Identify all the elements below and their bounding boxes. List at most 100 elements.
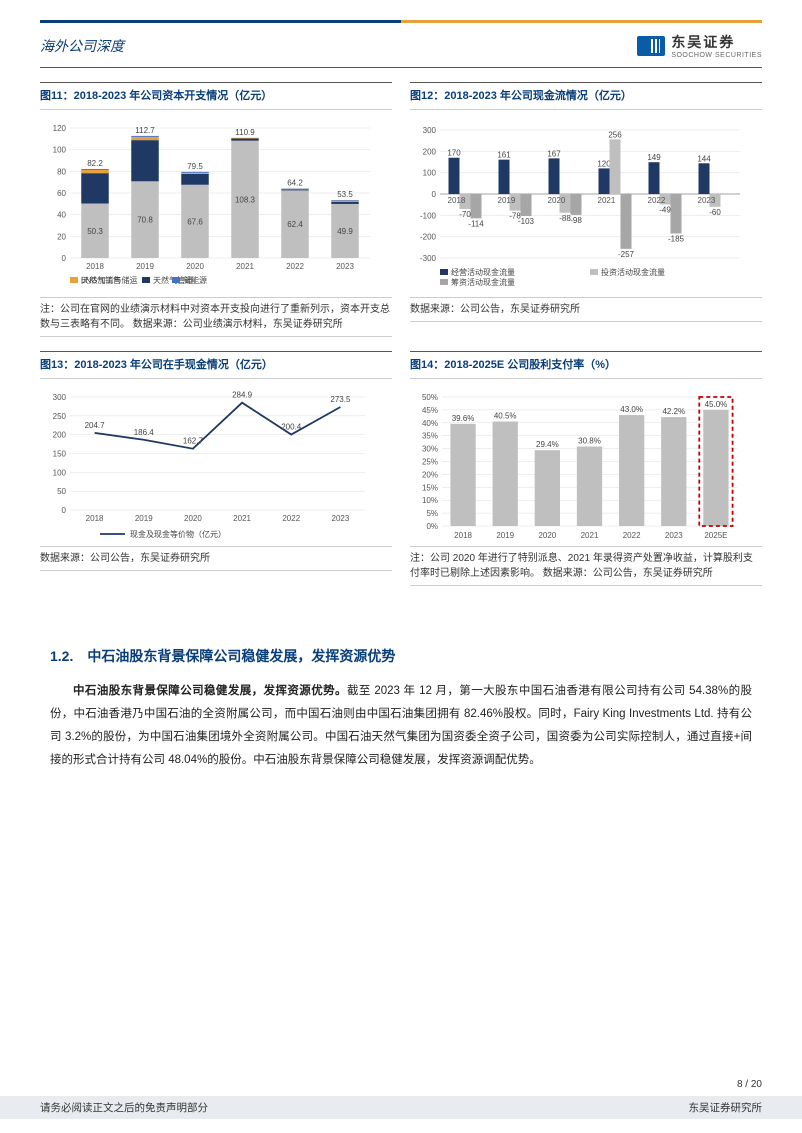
svg-text:50.3: 50.3	[87, 227, 103, 236]
svg-text:2018: 2018	[454, 531, 472, 540]
svg-text:筹资活动现金流量: 筹资活动现金流量	[451, 277, 515, 287]
svg-text:30.8%: 30.8%	[578, 437, 601, 446]
svg-text:100: 100	[53, 468, 67, 477]
chart-12-title: 图12：2018-2023 年公司现金流情况（亿元）	[410, 82, 762, 110]
svg-text:2020: 2020	[538, 531, 556, 540]
svg-text:300: 300	[423, 126, 437, 135]
svg-text:2023: 2023	[665, 531, 683, 540]
svg-text:45.0%: 45.0%	[705, 400, 728, 409]
svg-text:200: 200	[53, 431, 67, 440]
chart-11-note: 注：公司在官网的业绩演示材料中对资本开支投向进行了重新列示，资本开支总数与三表略…	[40, 297, 392, 337]
footer-institute: 东吴证券研究所	[689, 1100, 763, 1115]
svg-text:2023: 2023	[332, 514, 350, 523]
svg-text:161: 161	[497, 151, 511, 160]
svg-text:经营活动现金流量: 经营活动现金流量	[451, 267, 515, 277]
svg-text:2020: 2020	[184, 514, 202, 523]
brand-logo: 东吴证券 SOOCHOW SECURITIES	[637, 32, 762, 59]
svg-text:2018: 2018	[86, 262, 104, 271]
svg-text:-70: -70	[459, 210, 471, 219]
chart-12-block: 图12：2018-2023 年公司现金流情况（亿元） -300-200-1000…	[410, 82, 762, 337]
svg-text:100: 100	[53, 146, 67, 155]
svg-text:42.2%: 42.2%	[662, 407, 685, 416]
svg-text:-300: -300	[420, 254, 437, 263]
page-footer: 8 / 20 请务必阅读正文之后的免责声明部分 东吴证券研究所	[0, 1079, 802, 1119]
svg-text:-114: -114	[468, 219, 484, 228]
svg-text:284.9: 284.9	[232, 391, 253, 400]
svg-text:15%: 15%	[422, 483, 438, 492]
svg-text:LNG加工与储运: LNG加工与储运	[81, 275, 137, 285]
svg-text:200: 200	[423, 147, 437, 156]
svg-text:25%: 25%	[422, 458, 438, 467]
svg-text:20%: 20%	[422, 470, 438, 479]
svg-text:100: 100	[423, 169, 437, 178]
chart-11-block: 图11：2018-2023 年公司资本开支情况（亿元） 020406080100…	[40, 82, 392, 337]
svg-text:186.4: 186.4	[134, 428, 155, 437]
svg-text:120: 120	[53, 124, 67, 133]
svg-text:-103: -103	[518, 217, 535, 226]
svg-text:170: 170	[447, 149, 461, 158]
svg-text:-60: -60	[709, 208, 721, 217]
chart-13-block: 图13：2018-2023 年公司在手现金情况（亿元） 050100150200…	[40, 351, 392, 586]
svg-text:79.5: 79.5	[187, 162, 203, 171]
svg-text:2021: 2021	[581, 531, 599, 540]
svg-text:0: 0	[62, 506, 67, 515]
chart-14-block: 图14：2018-2025E 公司股利支付率（%） 0% 5% 10% 15% 20% 2…	[410, 351, 762, 586]
svg-text:250: 250	[53, 412, 67, 421]
svg-text:新能源: 新能源	[183, 275, 207, 285]
svg-text:5%: 5%	[426, 509, 438, 518]
svg-text:2022: 2022	[623, 531, 641, 540]
section-1-2: 1.2. 中石油股东背景保障公司稳健发展，发挥资源优势 中石油股东背景保障公司稳…	[40, 646, 762, 772]
charts-grid: 图11：2018-2023 年公司资本开支情况（亿元） 020406080100…	[40, 82, 762, 586]
svg-text:2023: 2023	[698, 196, 716, 205]
svg-text:-200: -200	[420, 233, 437, 242]
svg-text:70.8: 70.8	[137, 216, 153, 225]
svg-text:40.5%: 40.5%	[494, 412, 517, 421]
svg-text:43.0%: 43.0%	[620, 405, 643, 414]
footer-disclaimer: 请务必阅读正文之后的免责声明部分	[40, 1100, 208, 1115]
svg-text:2020: 2020	[186, 262, 204, 271]
svg-text:45%: 45%	[422, 406, 438, 415]
svg-text:162.7: 162.7	[183, 437, 204, 446]
svg-text:80: 80	[57, 167, 66, 176]
svg-text:273.5: 273.5	[330, 395, 351, 404]
svg-text:204.7: 204.7	[85, 421, 106, 430]
svg-text:149: 149	[647, 153, 661, 162]
svg-text:50: 50	[57, 487, 66, 496]
svg-text:-257: -257	[618, 250, 635, 259]
svg-text:40%: 40%	[422, 419, 438, 428]
svg-text:2022: 2022	[286, 262, 304, 271]
svg-text:64.2: 64.2	[287, 178, 303, 187]
logo-text-en: SOOCHOW SECURITIES	[671, 52, 762, 59]
svg-text:167: 167	[547, 149, 561, 158]
svg-text:49.9: 49.9	[337, 227, 353, 236]
svg-text:-100: -100	[420, 211, 437, 220]
svg-text:2019: 2019	[496, 531, 514, 540]
svg-text:50%: 50%	[422, 393, 438, 402]
svg-text:144: 144	[697, 154, 711, 163]
page-header: 海外公司深度 东吴证券 SOOCHOW SECURITIES	[40, 20, 762, 68]
svg-text:0%: 0%	[426, 522, 438, 531]
svg-text:30%: 30%	[422, 445, 438, 454]
svg-text:2021: 2021	[598, 196, 616, 205]
chart-11-title: 图11：2018-2023 年公司资本开支情况（亿元）	[40, 82, 392, 110]
svg-text:10%: 10%	[422, 496, 438, 505]
svg-text:0: 0	[62, 254, 67, 263]
chart-12-note: 数据来源：公司公告，东吴证券研究所	[410, 297, 762, 322]
svg-text:2019: 2019	[498, 196, 516, 205]
svg-text:投资活动现金流量: 投资活动现金流量	[601, 267, 665, 277]
svg-text:-185: -185	[668, 234, 685, 243]
svg-text:2022: 2022	[282, 514, 300, 523]
chart-14-title: 图14：2018-2025E 公司股利支付率（%）	[410, 351, 762, 379]
svg-text:120: 120	[597, 159, 611, 168]
svg-text:39.6%: 39.6%	[452, 414, 475, 423]
svg-text:200.4: 200.4	[281, 423, 302, 432]
svg-text:2020: 2020	[548, 196, 566, 205]
svg-text:82.2: 82.2	[87, 159, 103, 168]
page-number: 8 / 20	[0, 1079, 802, 1096]
svg-text:20: 20	[57, 232, 66, 241]
svg-text:29.4%: 29.4%	[536, 440, 559, 449]
chart-13-note: 数据来源：公司公告，东吴证券研究所	[40, 546, 392, 571]
svg-text:60: 60	[57, 189, 66, 198]
doc-category: 海外公司深度	[40, 36, 124, 56]
svg-text:62.4: 62.4	[287, 220, 303, 229]
